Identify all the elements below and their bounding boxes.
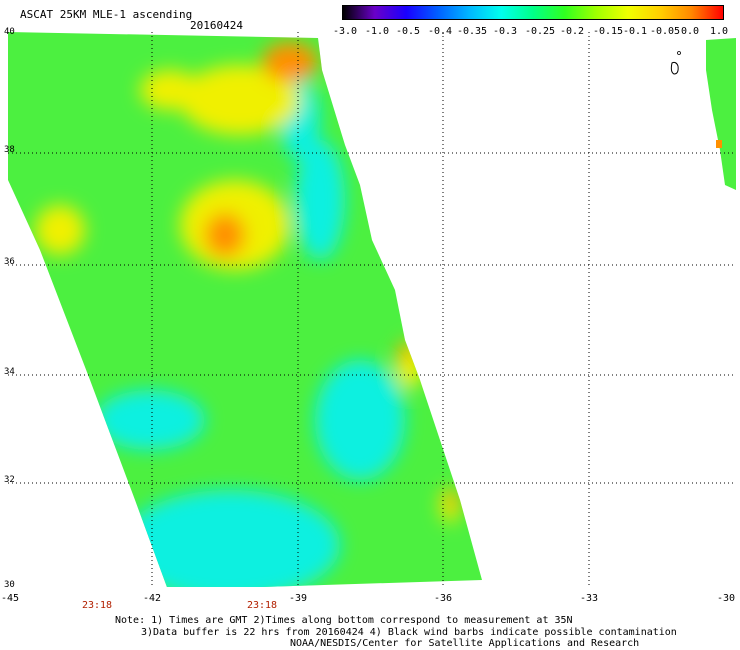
swath-high-zone bbox=[140, 70, 200, 110]
map-title: ASCAT 25KM MLE-1 ascending bbox=[20, 8, 193, 21]
swath-high-zone bbox=[35, 205, 85, 255]
colorbar-label: -0.1 bbox=[622, 26, 648, 37]
colorbar-label: -0.05 bbox=[649, 26, 681, 37]
swath-peak-zone bbox=[448, 490, 458, 510]
colorbar-label: -0.4 bbox=[427, 26, 453, 37]
lat-label: 32 bbox=[4, 475, 15, 485]
colorbar-label: -0.15 bbox=[592, 26, 624, 37]
pass-time-label: 23:18 bbox=[81, 600, 113, 611]
note-line-2: 3)Data buffer is 22 hrs from 20160424 4)… bbox=[141, 627, 677, 638]
colorbar-label: 1.0 bbox=[709, 26, 729, 37]
swath-low-zone bbox=[295, 140, 345, 260]
colorbar-label: -0.2 bbox=[559, 26, 585, 37]
swath-east-peak bbox=[716, 140, 722, 148]
swath-low-zone bbox=[315, 360, 405, 480]
island-outline bbox=[670, 61, 679, 75]
swath-peak-zone bbox=[399, 342, 411, 362]
swath-high-zone bbox=[180, 65, 300, 135]
note-line-3: NOAA/NESDIS/Center for Satellite Applica… bbox=[290, 638, 640, 649]
lon-label: -45 bbox=[0, 593, 20, 604]
colorbar-label: -0.35 bbox=[456, 26, 488, 37]
lat-label: 34 bbox=[4, 367, 15, 377]
lat-label: 38 bbox=[4, 145, 15, 155]
lat-label: 30 bbox=[4, 580, 15, 590]
lon-label: -30 bbox=[716, 593, 736, 604]
swath-peak-zone bbox=[205, 213, 245, 257]
colorbar-label: -0.5 bbox=[395, 26, 421, 37]
lat-label: 36 bbox=[4, 257, 15, 267]
colorbar-label: 0.0 bbox=[680, 26, 700, 37]
swath-low-zone bbox=[95, 390, 205, 450]
graticule bbox=[8, 32, 736, 587]
lat-label: 40 bbox=[4, 27, 15, 37]
colorbar-labels: -3.0 -1.0 -0.5 -0.4 -0.35 -0.3 -0.25 -0.… bbox=[330, 26, 740, 38]
note-line-1: Note: 1) Times are GMT 2)Times along bot… bbox=[115, 615, 573, 626]
swath-peak-zone bbox=[262, 42, 318, 82]
lon-label: -33 bbox=[579, 593, 599, 604]
colorbar-label: -1.0 bbox=[364, 26, 390, 37]
colorbar-label: -0.25 bbox=[524, 26, 556, 37]
lon-label: -42 bbox=[142, 593, 162, 604]
wind-swath bbox=[8, 32, 736, 587]
lon-label: -39 bbox=[288, 593, 308, 604]
map-date: 20160424 bbox=[190, 19, 243, 32]
lon-label: -36 bbox=[433, 593, 453, 604]
colorbar-label: -3.0 bbox=[332, 26, 358, 37]
islet-marker bbox=[677, 51, 681, 55]
pass-time-label: 23:18 bbox=[246, 600, 278, 611]
colorbar-label: -0.3 bbox=[492, 26, 518, 37]
swath-low-zone bbox=[120, 490, 340, 587]
swath-east-strip bbox=[706, 38, 736, 190]
colorbar bbox=[342, 5, 724, 20]
